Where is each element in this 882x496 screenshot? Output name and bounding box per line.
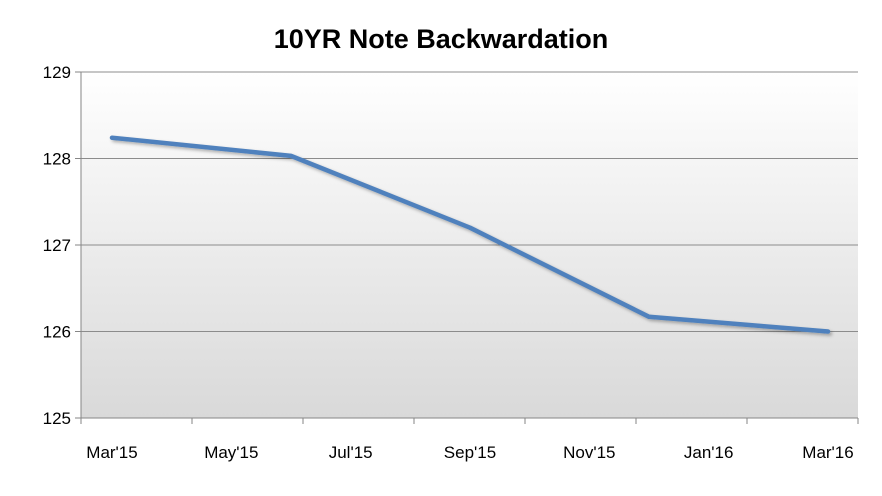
chart-title: 10YR Note Backwardation [273,24,609,54]
y-tick-label: 125 [43,409,71,428]
x-tick-label: Mar'16 [802,443,853,462]
x-tick-label: Sep'15 [444,443,496,462]
x-tick-label: Nov'15 [563,443,615,462]
y-tick-label: 128 [43,150,71,169]
y-tick-label: 126 [43,323,71,342]
x-tick-label: Mar'15 [86,443,137,462]
x-tick-label: May'15 [204,443,258,462]
x-tick-label: Jul'15 [329,443,373,462]
x-tick-label: Jan'16 [684,443,734,462]
y-tick-label: 127 [43,236,71,255]
y-tick-label: 129 [43,63,71,82]
